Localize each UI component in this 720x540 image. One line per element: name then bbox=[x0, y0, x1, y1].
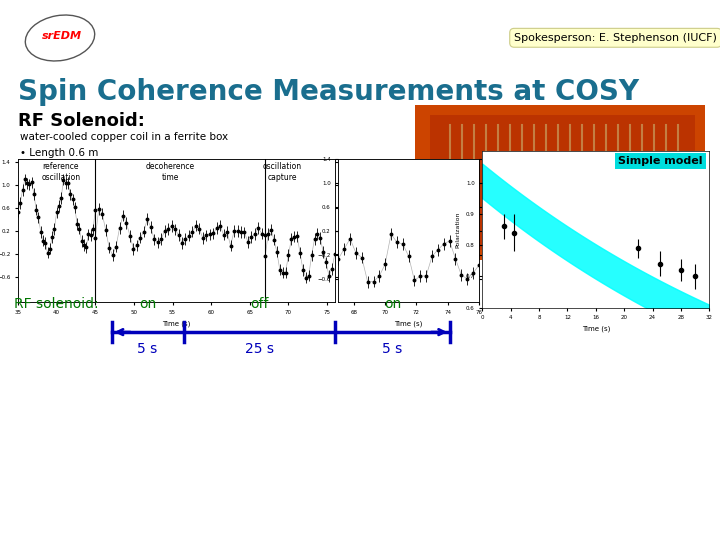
Text: reference
oscillation: reference oscillation bbox=[41, 162, 81, 181]
Text: RF solenoid:: RF solenoid: bbox=[14, 297, 99, 311]
Text: • Integrated field ∫B₀ dl ~ 1 T·mm: • Integrated field ∫B₀ dl ~ 1 T·mm bbox=[20, 180, 198, 190]
Text: • Length 0.6 m: • Length 0.6 m bbox=[20, 148, 99, 158]
Text: off: off bbox=[250, 297, 269, 311]
Text: decoherence
time: decoherence time bbox=[145, 162, 194, 181]
Bar bbox=[95, 159, 265, 302]
X-axis label: Time (s): Time (s) bbox=[582, 326, 610, 333]
Text: 5 s: 5 s bbox=[138, 342, 158, 356]
Text: 5 s: 5 s bbox=[382, 342, 402, 356]
Y-axis label: Polarization: Polarization bbox=[456, 211, 461, 248]
Text: oscillation
capture: oscillation capture bbox=[263, 162, 302, 181]
Text: srEDM: srEDM bbox=[42, 31, 82, 41]
Text: • Frequency range 0.4 to 1.2 MHz: • Frequency range 0.4 to 1.2 MHz bbox=[20, 164, 195, 174]
X-axis label: Time (s): Time (s) bbox=[162, 321, 191, 327]
Text: on: on bbox=[384, 297, 401, 311]
Text: Spokesperson: E. Stephenson (IUCF): Spokesperson: E. Stephenson (IUCF) bbox=[514, 33, 717, 43]
Text: water-cooled copper coil in a ferrite box: water-cooled copper coil in a ferrite bo… bbox=[20, 132, 228, 142]
Text: Spin Coherence Measurements at COSY: Spin Coherence Measurements at COSY bbox=[18, 78, 639, 106]
Text: 25 s: 25 s bbox=[245, 342, 274, 356]
X-axis label: Time (s): Time (s) bbox=[395, 321, 423, 327]
Bar bbox=[415, 105, 705, 260]
Bar bbox=[430, 115, 695, 250]
Text: on: on bbox=[139, 297, 156, 311]
Text: Simple model: Simple model bbox=[618, 156, 703, 166]
Text: RF Solenoid:: RF Solenoid: bbox=[18, 112, 145, 130]
